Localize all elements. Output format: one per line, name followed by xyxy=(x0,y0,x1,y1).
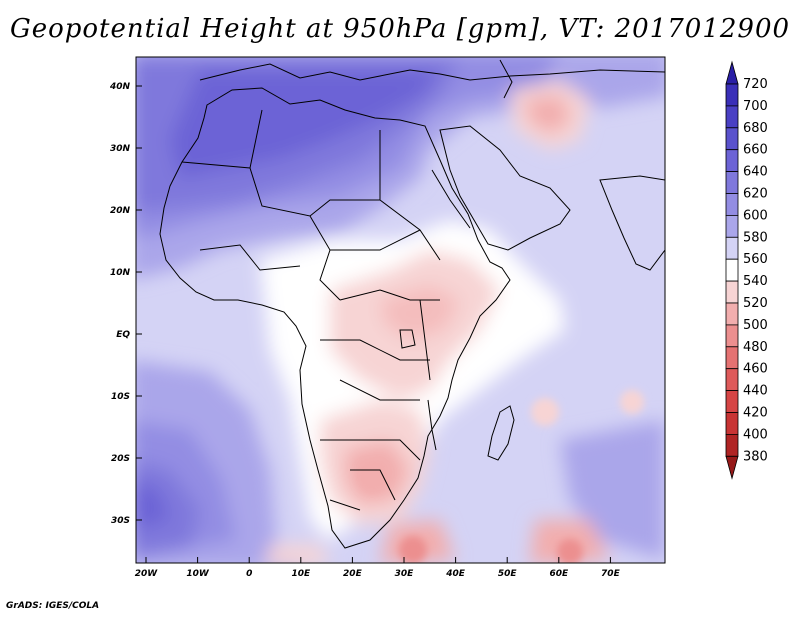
lat-label: 20S xyxy=(111,454,130,464)
colorbar-label: 580 xyxy=(743,230,768,245)
colorbar-swatch xyxy=(725,368,739,392)
colorbar-swatch xyxy=(725,412,739,435)
lon-label: 20W xyxy=(135,569,159,579)
colorbar-swatch xyxy=(725,302,739,326)
colorbar-label: 420 xyxy=(743,406,768,421)
lon-label: 70E xyxy=(601,569,621,579)
colorbar-label: 720 xyxy=(743,77,768,92)
lat-label: 30S xyxy=(111,516,130,526)
colorbar-label: 620 xyxy=(743,187,768,202)
colorbar-swatch xyxy=(725,280,739,304)
colorbar-swatch xyxy=(725,324,739,348)
grads-credit: GrADS: IGES/COLA xyxy=(6,601,100,611)
lat-label: 40N xyxy=(109,82,131,92)
colorbar-swatch xyxy=(725,258,739,282)
lon-label: 10W xyxy=(186,569,210,579)
colorbar-label: 660 xyxy=(743,143,768,158)
colorbar-swatch xyxy=(725,236,739,260)
lat-label: 30N xyxy=(110,144,131,154)
map-frame xyxy=(135,56,666,564)
colorbar-label: 400 xyxy=(743,427,768,442)
colorbar-label: 480 xyxy=(743,340,768,355)
colorbar-label: 500 xyxy=(743,318,768,333)
colorbar-label: 520 xyxy=(743,296,768,311)
colorbar-bottom-arrow xyxy=(725,455,739,480)
colorbar-swatch xyxy=(725,105,739,129)
coastlines xyxy=(159,59,665,549)
lat-label: 20N xyxy=(110,206,131,216)
colorbar-swatch xyxy=(725,433,739,457)
lon-label: 20E xyxy=(343,569,363,579)
colorbar-label: 600 xyxy=(743,208,768,223)
lon-label: 40E xyxy=(445,569,466,579)
colorbar-label: 640 xyxy=(743,165,768,180)
colorbar: 720 700 680 660 640 620 600 580 560 540 520 500 480 4… xyxy=(725,60,768,480)
height-field xyxy=(136,57,665,563)
latitude-axis: 40N 30N 20N 10N EQ 10S 20S 30S xyxy=(109,82,142,526)
lon-label: 30E xyxy=(395,569,415,579)
colorbar-label: 380 xyxy=(743,449,768,464)
lon-label: 10E xyxy=(291,569,311,579)
lat-label: 10N xyxy=(110,268,131,278)
colorbar-label: 700 xyxy=(743,99,768,114)
colorbar-label: 680 xyxy=(743,121,768,136)
lon-label: 50E xyxy=(498,569,518,579)
lat-label: 10S xyxy=(111,392,130,402)
colorbar-swatch xyxy=(725,193,739,216)
colorbar-swatch xyxy=(725,171,739,194)
colorbar-swatch xyxy=(725,214,739,238)
colorbar-top-arrow xyxy=(725,60,739,85)
lon-label: 60E xyxy=(549,569,569,579)
lon-label: 0 xyxy=(246,569,252,579)
lat-label: EQ xyxy=(116,330,130,340)
map-title: Geopotential Height at 950hPa [gpm], VT:… xyxy=(9,14,791,44)
colorbar-label: 560 xyxy=(743,252,768,267)
colorbar-label: 540 xyxy=(743,274,768,289)
colorbar-label: 460 xyxy=(743,362,768,377)
colorbar-swatch xyxy=(725,149,739,172)
longitude-axis: 20W 10W 0 10E 20E 30E 40E 50E 60E 70E xyxy=(135,557,621,579)
colorbar-swatch xyxy=(725,83,739,107)
colorbar-swatch xyxy=(725,127,739,151)
colorbar-swatch xyxy=(725,346,739,370)
colorbar-swatch xyxy=(725,390,739,413)
colorbar-label: 440 xyxy=(743,384,768,399)
